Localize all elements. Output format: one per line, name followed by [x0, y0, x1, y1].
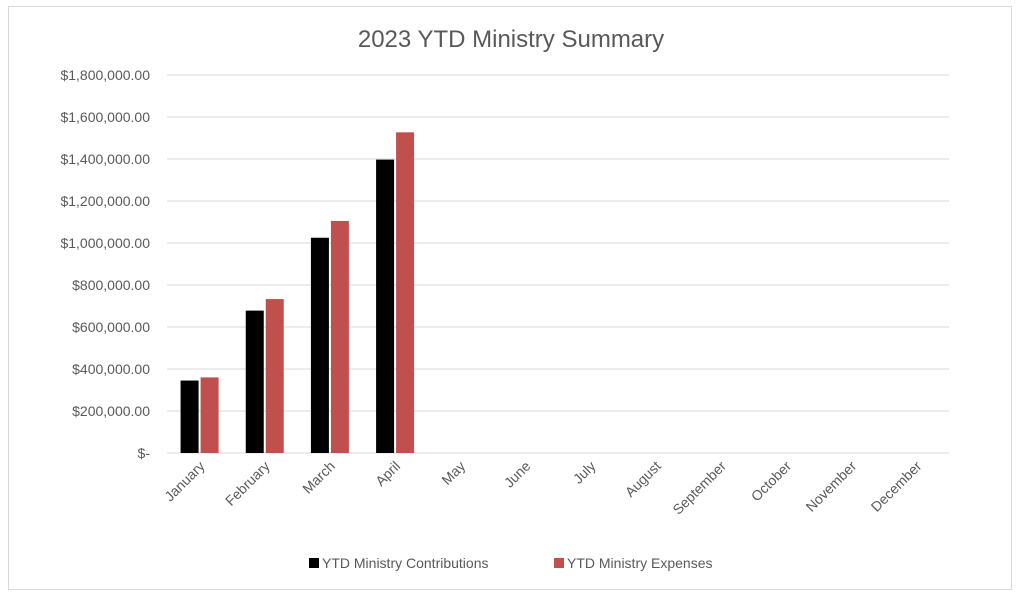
y-tick-label: $600,000.00: [72, 319, 150, 335]
y-tick-label: $1,800,000.00: [60, 67, 150, 83]
x-tick-label: May: [438, 458, 468, 488]
bar: [310, 237, 329, 453]
bar: [265, 299, 284, 453]
x-tick-label: August: [622, 458, 664, 500]
chart-frame: 2023 YTD Ministry Summary $- $200,000.00 $…: [8, 6, 1012, 590]
bar: [376, 159, 395, 453]
chart-title: 2023 YTD Ministry Summary: [358, 26, 664, 53]
bar: [396, 132, 415, 453]
x-tick-label: March: [299, 458, 338, 497]
bar: [180, 380, 199, 453]
y-tick-label: $1,200,000.00: [60, 193, 150, 209]
bar: [200, 377, 219, 453]
x-tick-label: July: [570, 458, 599, 487]
gridlines: [167, 74, 949, 454]
x-tick-label: April: [372, 458, 403, 489]
x-tick-label: January: [161, 458, 208, 505]
x-tick-label: November: [802, 458, 859, 515]
legend-item: YTD Ministry Contributions: [309, 555, 489, 571]
legend-item: YTD Ministry Expenses: [554, 555, 712, 571]
x-axis-ticks: January February March April May June July Augu…: [161, 458, 925, 518]
x-tick-label: September: [669, 458, 729, 518]
y-tick-label: $200,000.00: [72, 403, 150, 419]
bar: [245, 310, 264, 453]
y-tick-label: $1,600,000.00: [60, 109, 150, 125]
legend-swatch: [309, 558, 319, 568]
x-tick-label: June: [501, 458, 534, 491]
y-tick-label: $800,000.00: [72, 277, 150, 293]
legend-swatch: [554, 558, 564, 568]
y-tick-label: $1,400,000.00: [60, 151, 150, 167]
legend-label: YTD Ministry Expenses: [567, 555, 712, 571]
y-tick-label: $1,000,000.00: [60, 235, 150, 251]
bar: [330, 220, 349, 453]
y-tick-label: $400,000.00: [72, 361, 150, 377]
x-tick-label: December: [868, 458, 925, 515]
y-tick-label: $-: [138, 445, 151, 461]
legend-label: YTD Ministry Contributions: [322, 555, 489, 571]
bar-chart: 2023 YTD Ministry Summary $-$200,000.00$…: [60, 26, 949, 571]
legend: YTD Ministry Contributions YTD Ministry E…: [309, 555, 712, 571]
x-tick-label: October: [748, 458, 795, 505]
y-axis-ticks: $- $200,000.00 $400,000.00 $600,000.00 $800,…: [60, 67, 150, 461]
x-tick-label: February: [222, 458, 273, 509]
bars: [180, 132, 415, 453]
